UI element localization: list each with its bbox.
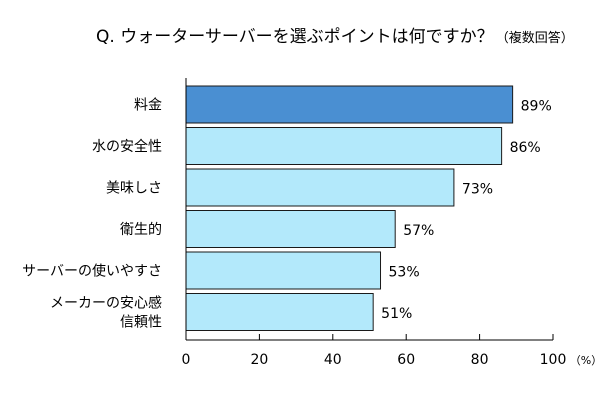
value-label: 57% bbox=[403, 223, 434, 239]
category-label: 衛生的 bbox=[120, 222, 162, 238]
bar bbox=[185, 85, 514, 124]
category-label: 美味しさ bbox=[106, 181, 162, 197]
chart-subtitle: （複数回答） bbox=[495, 31, 574, 46]
value-label: 89% bbox=[521, 99, 552, 115]
bar bbox=[185, 127, 503, 165]
x-tick-label: 0 bbox=[182, 352, 191, 368]
category-label: 信頼性 bbox=[120, 315, 162, 331]
x-tick-label: 60 bbox=[397, 352, 415, 368]
category-label: サーバーの使いやすさ bbox=[22, 263, 162, 280]
value-label: 53% bbox=[389, 265, 420, 281]
bar bbox=[185, 293, 374, 331]
bar bbox=[185, 168, 455, 207]
chart-title: Q. ウォーターサーバーを選ぶポイントは何ですか？ bbox=[96, 27, 494, 47]
category-label: メーカーの安心感 bbox=[50, 295, 162, 312]
x-tick-label: 20 bbox=[250, 352, 268, 368]
value-label: 51% bbox=[381, 306, 412, 322]
chart-title-row: Q. ウォーターサーバーを選ぶポイントは何ですか？ （複数回答） bbox=[96, 22, 574, 47]
value-label: 73% bbox=[462, 182, 493, 198]
bar bbox=[185, 210, 396, 248]
x-tick-label: 100 bbox=[540, 352, 567, 368]
x-unit-label: （%） bbox=[570, 354, 602, 367]
category-label: 水の安全性 bbox=[92, 138, 162, 155]
x-tick-label: 40 bbox=[324, 352, 342, 368]
x-tick-label: 80 bbox=[471, 352, 489, 368]
bar bbox=[185, 251, 382, 290]
category-label: 料金 bbox=[134, 98, 162, 114]
value-label: 86% bbox=[510, 140, 541, 156]
